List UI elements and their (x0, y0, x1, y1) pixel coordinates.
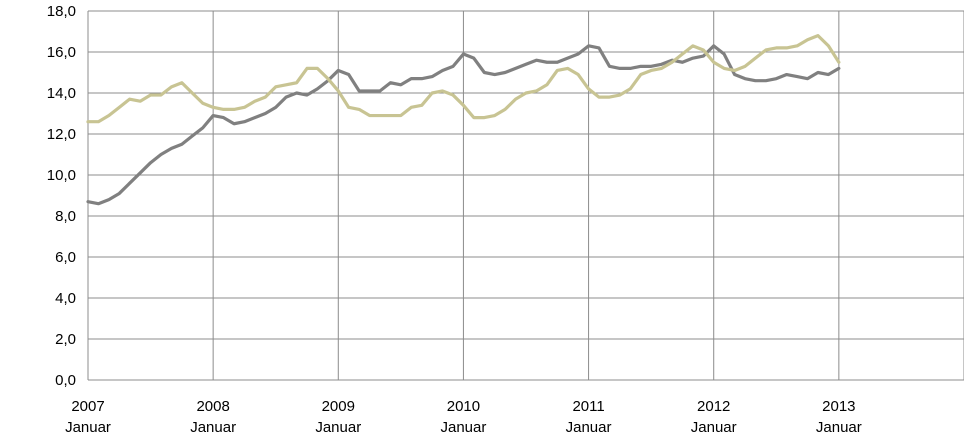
x-axis-tick-labels: 2007 Januar 2008 Januar 2009 Januar 2010 Januar… (65, 398, 862, 436)
x-tick-year-label: 2009 (322, 398, 355, 415)
y-tick-label: 12,0 (47, 126, 76, 143)
x-tick-year-label: 2011 (572, 398, 604, 415)
y-tick-label: 0,0 (55, 372, 76, 389)
y-tick-label: 8,0 (55, 208, 76, 225)
y-tick-label: 4,0 (55, 290, 76, 307)
x-tick-year-label: 2010 (447, 398, 480, 415)
x-tick-month-label: Januar (315, 419, 361, 436)
series-line-2 (86, 34, 841, 124)
x-tick-month-label: Januar (566, 419, 612, 436)
x-tick-month-label: Januar (440, 419, 486, 436)
y-tick-label: 14,0 (47, 85, 76, 102)
y-tick-label: 10,0 (47, 167, 76, 184)
x-tick-year-label: 2012 (697, 398, 730, 415)
x-tick-month-label: Januar (190, 419, 236, 436)
x-tick-month-label: Januar (816, 419, 862, 436)
x-tick-month-label: Januar (691, 419, 737, 436)
x-tick-year-label: 2013 (822, 398, 855, 415)
x-tick-year-label: 2007 (71, 398, 104, 415)
y-tick-label: 18,0 (47, 3, 76, 20)
x-tick-month-label: Januar (65, 419, 111, 436)
series-group (86, 34, 841, 206)
grid-lines (87, 10, 964, 381)
y-tick-label: 2,0 (55, 331, 76, 348)
x-tick-year-label: 2008 (196, 398, 229, 415)
y-tick-label: 16,0 (47, 44, 76, 61)
y-axis-tick-labels: 0,0 2,0 4,0 6,0 8,0 10,0 12,0 14,0 16,0 18,0 (47, 3, 76, 389)
series-line-1 (86, 44, 841, 206)
y-tick-label: 6,0 (55, 249, 76, 266)
